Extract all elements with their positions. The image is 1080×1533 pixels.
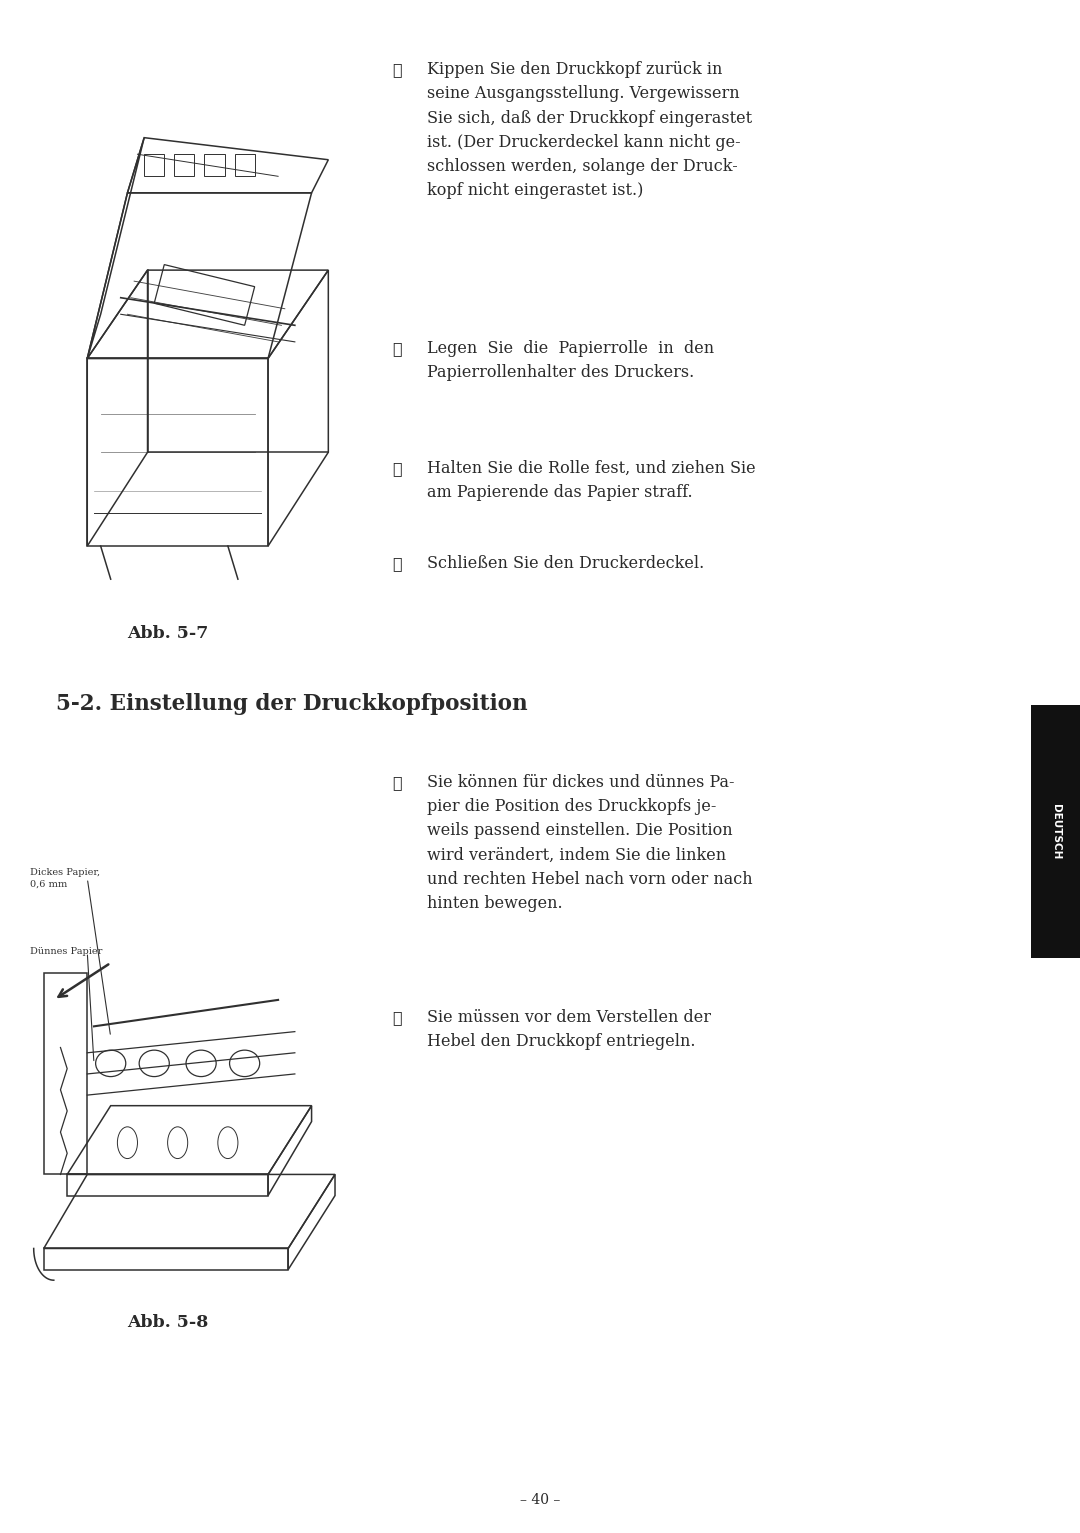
Text: ⑪: ⑪: [393, 340, 402, 357]
FancyBboxPatch shape: [1031, 705, 1080, 958]
Text: ⑬: ⑬: [393, 555, 402, 572]
Text: ①: ①: [393, 774, 402, 791]
Text: ⑩: ⑩: [393, 61, 402, 78]
Text: Sie müssen vor dem Verstellen der
Hebel den Druckkopf entriegeln.: Sie müssen vor dem Verstellen der Hebel …: [427, 1009, 711, 1050]
Text: Schließen Sie den Druckerdeckel.: Schließen Sie den Druckerdeckel.: [427, 555, 704, 572]
Text: Sie können für dickes und dünnes Pa-
pier die Position des Druckkopfs je-
weils : Sie können für dickes und dünnes Pa- pie…: [427, 774, 753, 912]
Bar: [234, 155, 255, 176]
Text: Legen  Sie  die  Papierrolle  in  den
Papierrollenhalter des Druckers.: Legen Sie die Papierrolle in den Papierr…: [427, 340, 714, 382]
Text: Halten Sie die Rolle fest, und ziehen Sie
am Papierende das Papier straff.: Halten Sie die Rolle fest, und ziehen Si…: [427, 460, 755, 501]
Text: Abb. 5-7: Abb. 5-7: [126, 625, 208, 642]
Text: 5-2. Einstellung der Druckkopfposition: 5-2. Einstellung der Druckkopfposition: [56, 693, 528, 714]
Bar: [174, 155, 194, 176]
Text: Abb. 5-8: Abb. 5-8: [126, 1314, 208, 1331]
Text: Kippen Sie den Druckkopf zurück in
seine Ausgangsstellung. Vergewissern
Sie sich: Kippen Sie den Druckkopf zurück in seine…: [427, 61, 752, 199]
Bar: [145, 155, 164, 176]
Text: ⑫: ⑫: [393, 460, 402, 477]
Bar: [204, 155, 225, 176]
Text: ②: ②: [393, 1009, 402, 1026]
Text: Dickes Papier,
0,6 mm: Dickes Papier, 0,6 mm: [30, 868, 100, 889]
Text: – 40 –: – 40 –: [519, 1493, 561, 1507]
Text: Dünnes Papier: Dünnes Papier: [30, 947, 103, 957]
Text: DEUTSCH: DEUTSCH: [1051, 803, 1061, 860]
